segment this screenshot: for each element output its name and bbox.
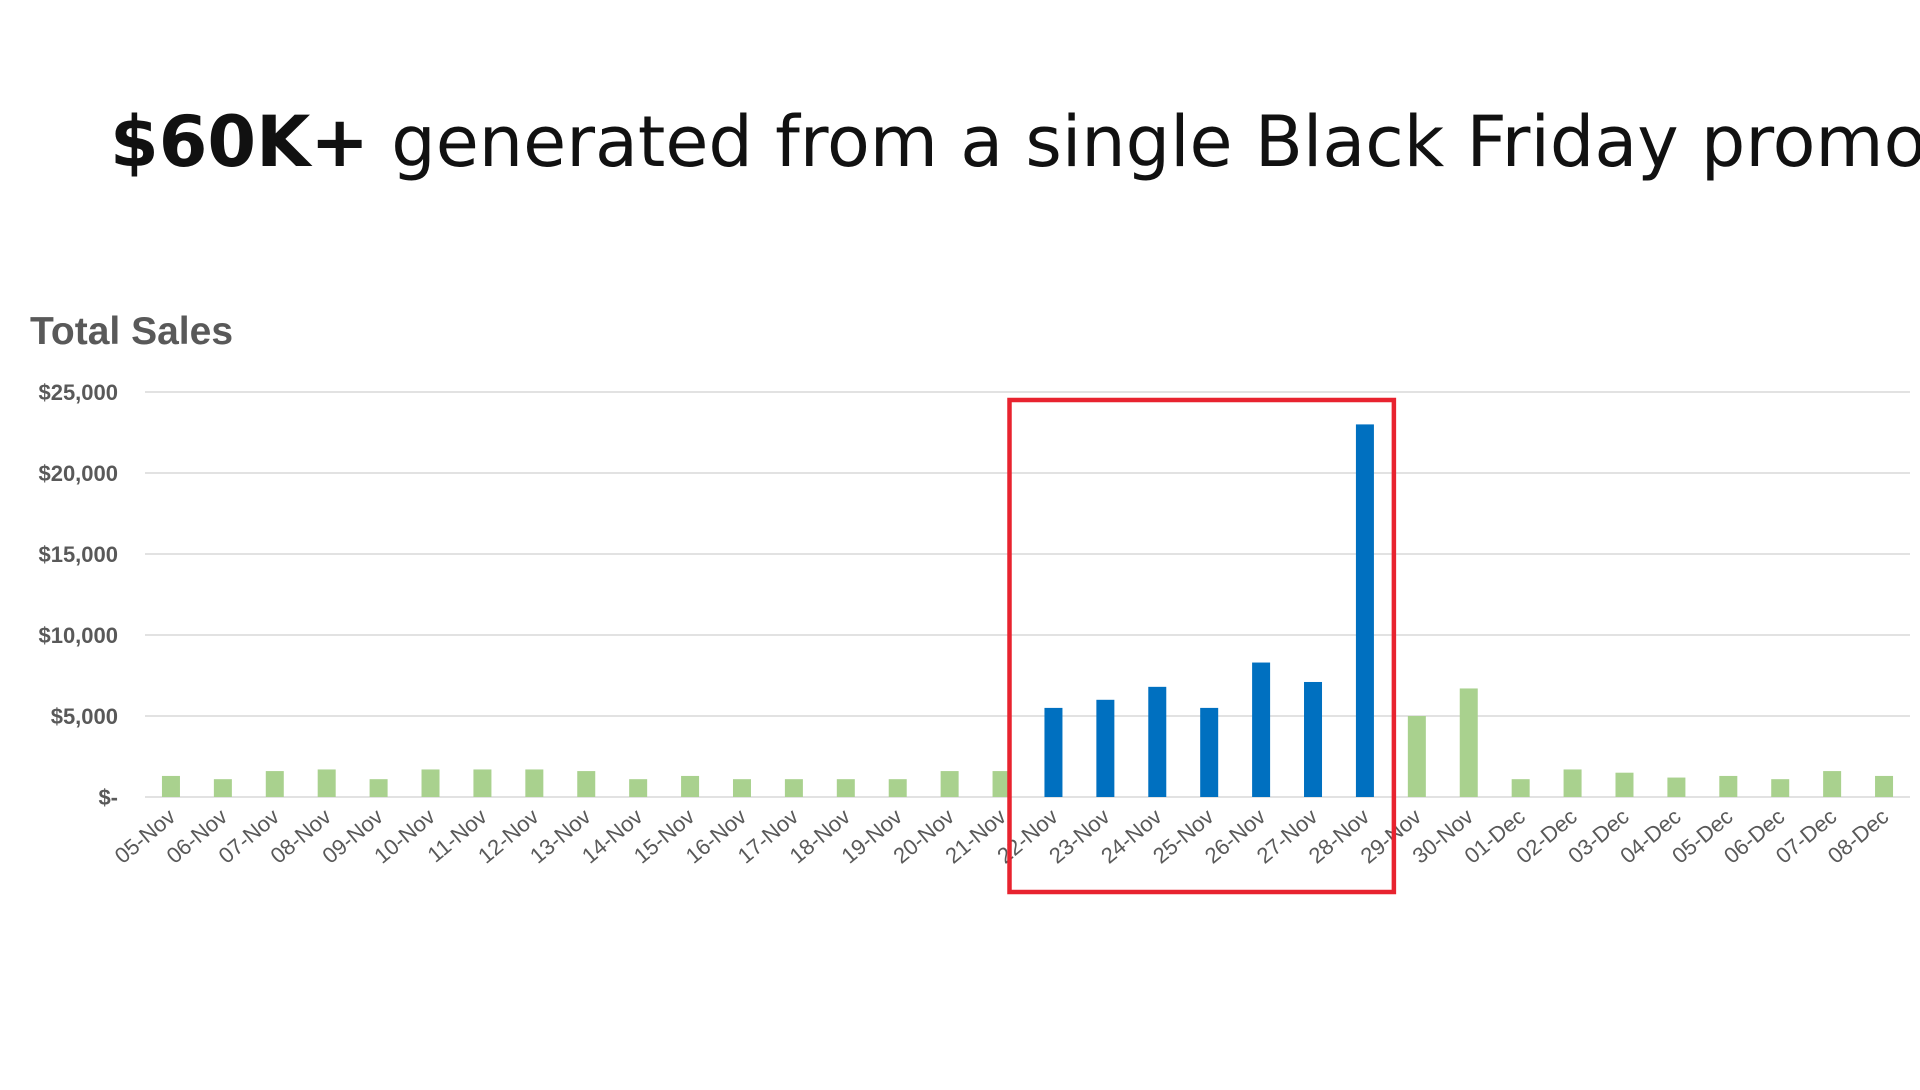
headline-text: generated from a single Black Friday pro… bbox=[391, 101, 1920, 183]
bar-13-Nov bbox=[577, 771, 596, 797]
headline-amount: $60K+ bbox=[110, 101, 370, 183]
bar-promo-27-Nov bbox=[1304, 681, 1323, 797]
bar-17-Nov bbox=[784, 779, 803, 797]
headline: $60K+ generated from a single Black Frid… bbox=[110, 100, 1920, 184]
bar-promo-24-Nov bbox=[1148, 686, 1167, 797]
bar-promo-25-Nov bbox=[1200, 707, 1219, 797]
bars bbox=[161, 424, 1894, 797]
bar-05-Nov bbox=[161, 775, 180, 797]
bar-10-Nov bbox=[421, 769, 440, 797]
bar-promo-28-Nov bbox=[1355, 424, 1374, 797]
y-tick-label: $15,000 bbox=[38, 542, 118, 567]
bar-07-Dec bbox=[1823, 771, 1842, 797]
bar-08-Nov bbox=[317, 769, 336, 797]
chart-title: Total Sales bbox=[30, 310, 233, 353]
bar-03-Dec bbox=[1615, 772, 1634, 797]
bar-04-Dec bbox=[1667, 777, 1686, 797]
bar-06-Nov bbox=[213, 779, 232, 797]
bar-15-Nov bbox=[681, 775, 700, 797]
bar-02-Dec bbox=[1563, 769, 1582, 797]
bar-19-Nov bbox=[888, 779, 907, 797]
highlight-box bbox=[1007, 397, 1397, 895]
bar-06-Dec bbox=[1771, 779, 1790, 797]
bar-08-Dec bbox=[1875, 775, 1894, 797]
bar-07-Nov bbox=[265, 771, 284, 797]
y-tick-label: $25,000 bbox=[38, 380, 118, 405]
y-axis-ticks: $- $5,000 $10,000 $15,000 $20,000 $25,000 bbox=[38, 380, 118, 810]
bar-12-Nov bbox=[525, 769, 544, 797]
bar-21-Nov bbox=[992, 771, 1011, 797]
bar-promo-22-Nov bbox=[1044, 707, 1063, 797]
bar-30-Nov bbox=[1459, 688, 1478, 797]
bar-20-Nov bbox=[940, 771, 959, 797]
bar-18-Nov bbox=[836, 779, 855, 797]
bar-14-Nov bbox=[629, 779, 648, 797]
y-tick-label: $- bbox=[98, 785, 118, 810]
y-tick-label: $20,000 bbox=[38, 461, 118, 486]
bar-11-Nov bbox=[473, 769, 492, 797]
bar-promo-26-Nov bbox=[1252, 662, 1271, 797]
bar-05-Dec bbox=[1719, 775, 1738, 797]
bar-16-Nov bbox=[732, 779, 751, 797]
bar-29-Nov bbox=[1407, 716, 1426, 797]
y-tick-label: $10,000 bbox=[38, 623, 118, 648]
y-tick-label: $5,000 bbox=[51, 704, 118, 729]
x-axis-ticks: 05-Nov06-Nov07-Nov08-Nov09-Nov10-Nov11-N… bbox=[110, 804, 1893, 869]
bar-09-Nov bbox=[369, 779, 388, 797]
bar-01-Dec bbox=[1511, 779, 1530, 797]
gridlines bbox=[145, 391, 1910, 798]
bar-promo-23-Nov bbox=[1096, 699, 1115, 797]
